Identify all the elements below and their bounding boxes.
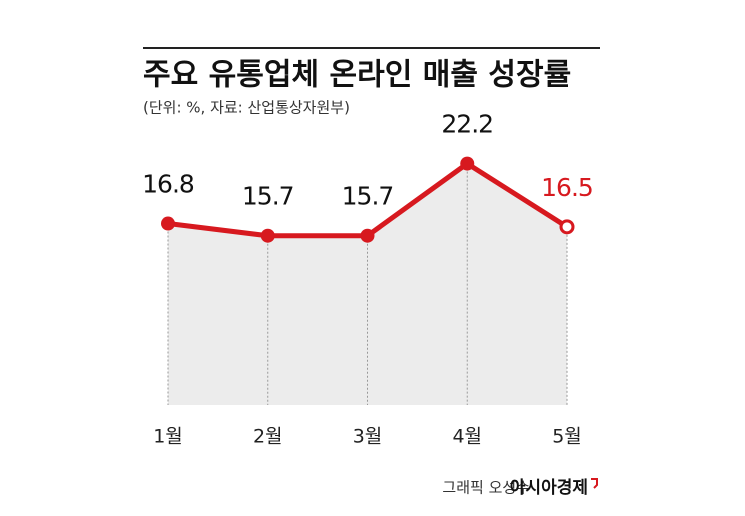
data-label: 16.8 (142, 170, 194, 199)
x-tick-label: 4월 (452, 426, 482, 448)
point (559, 219, 575, 235)
x-tick-label: 1월 (153, 426, 183, 448)
x-tick-label: 5월 (552, 426, 582, 448)
point (460, 156, 475, 171)
point (161, 216, 175, 231)
source-logo: 아시아경제 (510, 478, 588, 498)
data-label: 15.7 (342, 182, 394, 211)
chart-title: 주요 유통업체 온라인 매출 성장률 (143, 58, 571, 93)
chart-subtitle: (단위: %, 자료: 산업통상자원부) (143, 99, 350, 117)
point (260, 228, 275, 243)
logo-mark (591, 478, 598, 489)
data-label: 22.2 (441, 110, 493, 139)
data-label: 16.5 (541, 173, 593, 202)
point (360, 228, 375, 243)
x-tick-label: 2월 (253, 426, 283, 448)
data-label: 15.7 (242, 182, 294, 211)
credit: 그래픽 오성수 (442, 479, 530, 497)
x-tick-label: 3월 (353, 426, 383, 448)
